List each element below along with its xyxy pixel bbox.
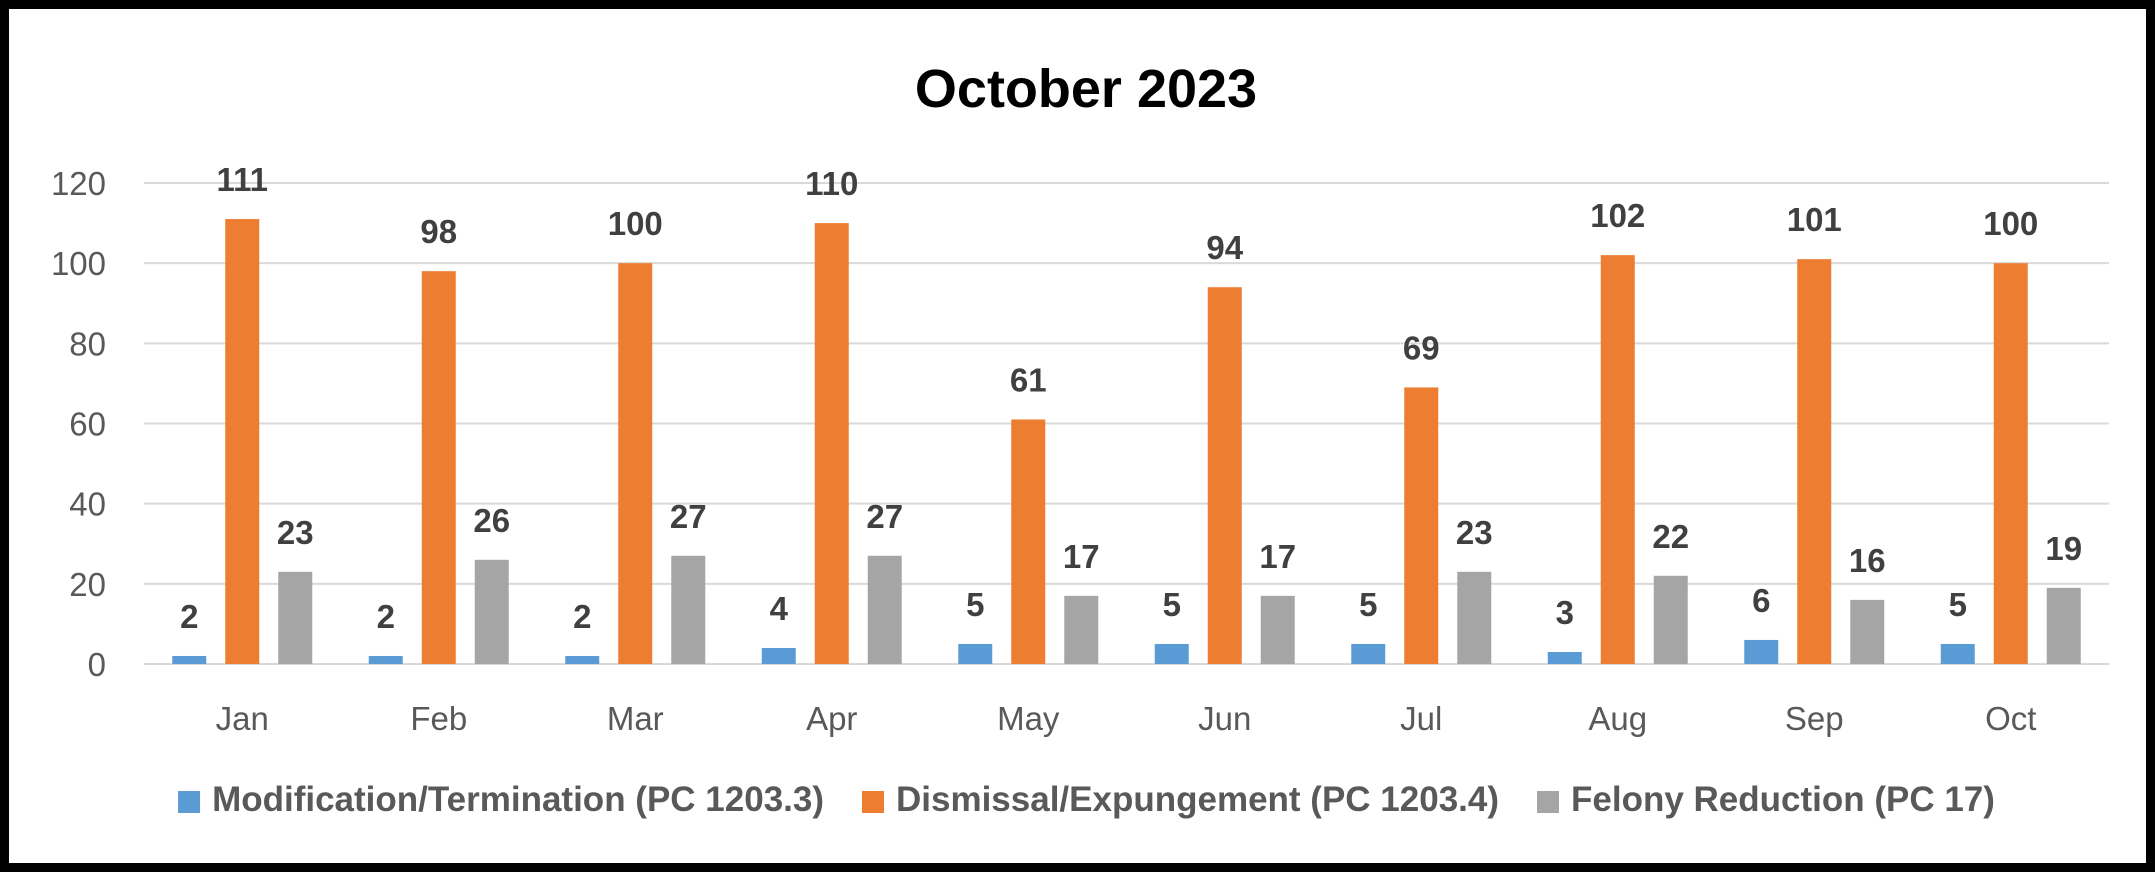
- data-label: 100: [608, 205, 663, 242]
- bar-oct-series-1: [1940, 643, 1975, 664]
- legend-swatch: [1537, 791, 1559, 813]
- bar-apr-series-3: [867, 555, 902, 664]
- y-tick-label: 40: [69, 486, 106, 523]
- data-label: 61: [1010, 361, 1047, 398]
- bar-mar-series-3: [671, 555, 706, 664]
- bar-jun-series-3: [1260, 595, 1295, 664]
- x-tick-label: Jan: [216, 700, 269, 737]
- legend-swatch: [178, 791, 201, 813]
- y-tick-label: 120: [51, 165, 106, 202]
- data-label: 5: [1163, 586, 1181, 623]
- data-label: 19: [2045, 530, 2082, 567]
- x-tick-label: Jul: [1400, 700, 1442, 737]
- x-tick-label: May: [997, 700, 1060, 737]
- y-tick-label: 0: [88, 646, 106, 683]
- bar-jan-series-3: [278, 571, 313, 664]
- data-label: 98: [420, 213, 457, 250]
- y-tick-label: 60: [69, 406, 106, 443]
- data-label: 5: [966, 586, 984, 623]
- data-label: 16: [1849, 542, 1886, 579]
- data-labels: 2 111 23 2 98 26 2 100 27 4 110 27 5 61 17 5 94 17 5 69 23 3 1…: [180, 161, 2082, 635]
- legend-label: Felony Reduction (PC 17): [1571, 780, 1995, 819]
- legend-item: Felony Reduction (PC 17): [1537, 780, 1995, 819]
- bar-jul-series-3: [1457, 571, 1492, 664]
- y-tick-label: 100: [51, 245, 106, 282]
- data-label: 17: [1063, 538, 1100, 575]
- bar-aug-series-2: [1600, 255, 1635, 664]
- bar-aug-series-1: [1547, 651, 1582, 664]
- data-label: 111: [217, 161, 268, 198]
- data-label: 100: [1983, 205, 2038, 242]
- data-label: 3: [1556, 594, 1574, 631]
- bar-jan-series-1: [172, 655, 207, 664]
- data-label: 17: [1259, 538, 1296, 575]
- bar-sep-series-3: [1850, 599, 1885, 664]
- bar-sep-series-1: [1744, 639, 1779, 664]
- bar-oct-series-2: [1993, 263, 2028, 664]
- data-label: 2: [180, 598, 198, 635]
- bar-mar-series-1: [565, 655, 600, 664]
- data-label: 5: [1949, 586, 1967, 623]
- bar-mar-series-2: [618, 263, 653, 664]
- x-tick-label: Sep: [1785, 700, 1844, 737]
- legend-label: Dismissal/Expungement (PC 1203.4): [896, 780, 1499, 819]
- legend-label: Modification/Termination (PC 1203.3): [212, 780, 824, 819]
- gridlines: [144, 182, 2109, 665]
- data-label: 101: [1787, 201, 1842, 238]
- data-label: 94: [1206, 229, 1243, 266]
- bar-may-series-3: [1064, 595, 1099, 664]
- y-tick-label: 80: [69, 325, 106, 362]
- bar-sep-series-2: [1797, 259, 1832, 664]
- data-label: 22: [1652, 518, 1689, 555]
- bar-jul-series-2: [1404, 387, 1439, 664]
- data-label: 102: [1590, 197, 1645, 234]
- y-axis-ticks: 0 20 40 60 80 100 120: [51, 165, 106, 683]
- legend: Modification/Termination (PC 1203.3) Dism…: [178, 780, 1995, 819]
- data-label: 23: [277, 514, 314, 551]
- data-label: 27: [866, 498, 903, 535]
- data-label: 2: [573, 598, 591, 635]
- bar-may-series-1: [958, 643, 993, 664]
- x-tick-label: Jun: [1198, 700, 1251, 737]
- chart-title: October 2023: [915, 59, 1257, 119]
- bar-may-series-2: [1011, 419, 1046, 664]
- bar-jan-series-2: [225, 219, 260, 664]
- bar-jun-series-1: [1154, 643, 1189, 664]
- bars: [172, 219, 2081, 665]
- bar-apr-series-1: [761, 647, 796, 664]
- bar-feb-series-1: [368, 655, 403, 664]
- x-axis-ticks: Jan Feb Mar Apr May Jun Jul Aug Sep Oct: [216, 700, 2037, 737]
- data-label: 4: [770, 590, 789, 627]
- data-label: 26: [473, 502, 510, 539]
- bar-apr-series-2: [814, 223, 849, 665]
- bar-aug-series-3: [1653, 575, 1688, 664]
- bar-feb-series-2: [421, 271, 456, 664]
- legend-item: Modification/Termination (PC 1203.3): [178, 780, 824, 819]
- bar-oct-series-3: [2046, 587, 2081, 664]
- x-tick-label: Mar: [607, 700, 664, 737]
- data-label: 6: [1752, 582, 1770, 619]
- bar-jun-series-2: [1207, 287, 1242, 664]
- data-label: 23: [1456, 514, 1493, 551]
- bar-jul-series-1: [1351, 643, 1386, 664]
- legend-swatch: [862, 791, 884, 813]
- data-label: 2: [377, 598, 395, 635]
- data-label: 5: [1359, 586, 1377, 623]
- x-tick-label: Apr: [806, 700, 857, 737]
- legend-item: Dismissal/Expungement (PC 1203.4): [862, 780, 1499, 819]
- data-label: 69: [1403, 329, 1440, 366]
- data-label: 110: [805, 165, 858, 202]
- data-label: 27: [670, 498, 707, 535]
- x-tick-label: Feb: [410, 700, 467, 737]
- y-tick-label: 20: [69, 566, 106, 603]
- x-tick-label: Aug: [1588, 700, 1647, 737]
- bar-feb-series-3: [474, 559, 509, 664]
- x-tick-label: Oct: [1985, 700, 2036, 737]
